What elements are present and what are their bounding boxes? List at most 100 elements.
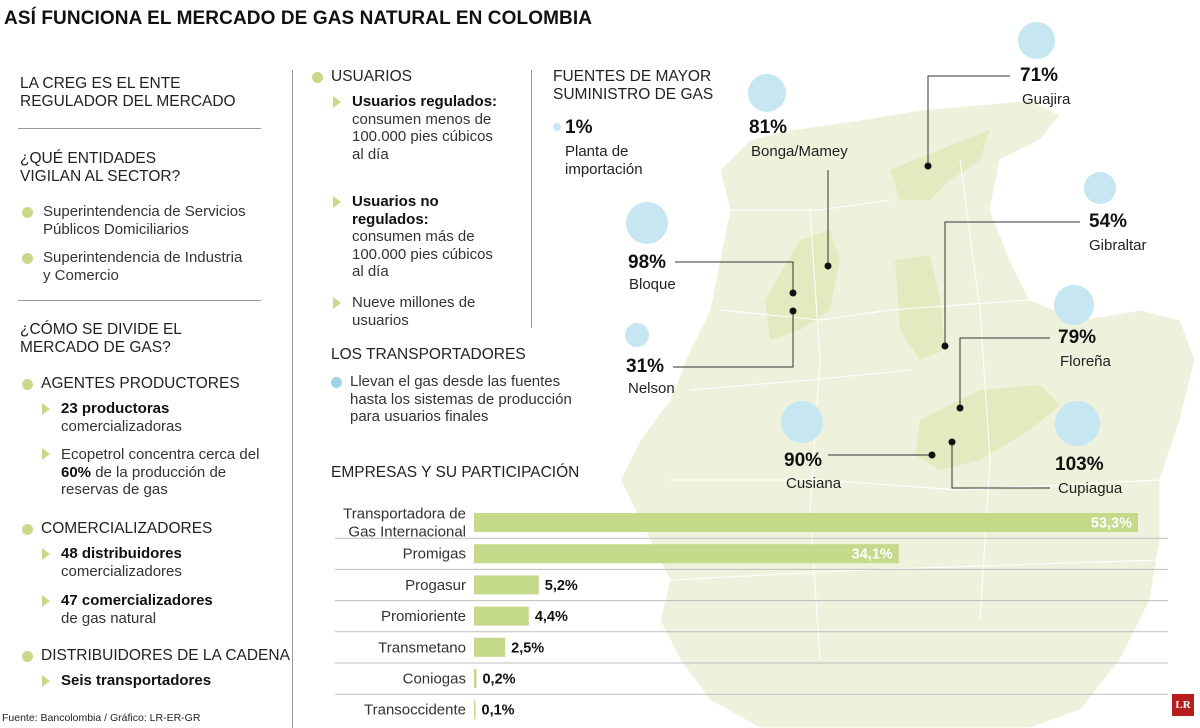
source-point (824, 262, 832, 270)
arrow-bullet-icon (42, 448, 50, 460)
divide-heading: ¿CÓMO SE DIVIDE EL MERCADO DE GAS? (20, 321, 182, 356)
source-name: Bonga/Mamey (751, 143, 848, 160)
source-bubble (553, 123, 561, 131)
source-bubble (748, 74, 786, 112)
source-name: Cusiana (786, 475, 842, 492)
bar (474, 637, 506, 657)
arrow-bullet-icon (333, 297, 341, 309)
comerc-item-1: 48 distribuidores comercializadores (61, 545, 261, 580)
bar (474, 513, 1138, 532)
usuarios-regulados-rest: consumen menos de 100.000 pies cúbicos a… (352, 110, 493, 163)
bar (474, 700, 476, 720)
category-label: Promioriente (381, 608, 466, 625)
source-bubble (1054, 285, 1094, 325)
source-name: Planta de importación (565, 143, 643, 178)
lr-logo: LR (1172, 694, 1194, 716)
value-label: 34,1% (852, 547, 893, 563)
value-label: 53,3% (1091, 516, 1132, 532)
distrib-heading: DISTRIBUIDORES DE LA CADENA (41, 647, 290, 664)
source-bubble (625, 323, 649, 347)
source-pct: 81% (749, 117, 788, 138)
bar (474, 606, 529, 626)
source-point (956, 404, 964, 412)
arrow-bullet-icon (333, 196, 341, 208)
category-label: Transmetano (378, 639, 466, 656)
comerc-heading: COMERCIALIZADORES (41, 520, 213, 537)
column-divider (531, 70, 532, 328)
bullet-dot (22, 207, 33, 218)
value-label: 2,5% (511, 640, 544, 656)
distrib-item-1: Seis transportadores (61, 672, 212, 689)
arrow-bullet-icon (333, 96, 341, 108)
arrow-bullet-icon (42, 675, 50, 687)
source-point (924, 162, 932, 170)
chart-title: EMPRESAS Y SU PARTICIPACIÓN (331, 464, 580, 481)
comerc-item-1-bold: 48 distribuidores (61, 545, 182, 562)
bullet-dot (312, 72, 323, 83)
source-name: Nelson (628, 380, 675, 397)
usuarios-no-regulados: Usuarios no regulados: consumen más de 10… (352, 193, 502, 281)
category-label: Transportadora de Gas Internacional (343, 506, 466, 541)
usuarios-heading: USUARIOS (331, 68, 412, 85)
source-bubble (1055, 401, 1100, 446)
source-point (948, 438, 956, 446)
category-label: Transoccidente (364, 702, 466, 719)
usuarios-regulados-bold: Usuarios regulados: (352, 93, 498, 110)
bar (474, 575, 539, 595)
source-bubble (1018, 22, 1055, 59)
category-label: Promigas (403, 546, 466, 563)
comerc-item-2-rest: de gas natural (61, 609, 157, 627)
transportadores-heading: LOS TRANSPORTADORES (331, 346, 526, 363)
bullet-dot (22, 253, 33, 264)
source-pct: 54% (1089, 211, 1128, 232)
source-bubble (626, 202, 668, 244)
source-bubble (781, 401, 823, 443)
value-label: 0,1% (482, 703, 515, 719)
nueve-millones: Nueve millones de usuarios (352, 294, 476, 329)
comerc-item-2: 47 comercializadores de gas natural (61, 592, 271, 627)
map-outline (619, 99, 1196, 728)
source-pct: 31% (626, 356, 665, 377)
value-label: 5,2% (545, 578, 578, 594)
source-pct: 98% (628, 252, 667, 273)
source-name: Bloque (629, 276, 676, 293)
value-label: 0,2% (482, 672, 515, 688)
transportadores-text: Llevan el gas desde las fuentes hasta lo… (350, 373, 572, 425)
source-bubble (1084, 172, 1116, 204)
bullet-dot (22, 379, 33, 390)
value-label: 4,4% (535, 609, 568, 625)
source-pct: 71% (1020, 65, 1059, 86)
fuentes-heading: FUENTES DE MAYOR SUMINISTRO DE GAS (553, 68, 714, 103)
source-pct: 90% (784, 450, 823, 471)
bullet-dot (22, 524, 33, 535)
bar-chart: Transportadora de Gas Internacional 53,3% P… (335, 506, 1168, 720)
source-point (789, 307, 797, 315)
vigilan-item: Superintendencia de Industria y Comercio (43, 249, 243, 284)
source-point (928, 451, 936, 459)
agentes-item-1-rest: comercializadoras (61, 417, 182, 435)
category-label: Progasur (405, 577, 466, 594)
bar (474, 544, 899, 564)
source-point (789, 289, 797, 297)
vigilan-item: Superintendencia de Servicios Públicos D… (43, 203, 246, 238)
source-pct: 103% (1055, 454, 1104, 475)
colombia-map (619, 99, 1196, 728)
map-region-bloque (765, 230, 840, 340)
page-title: ASÍ FUNCIONA EL MERCADO DE GAS NATURAL E… (4, 8, 593, 29)
source-name: Gibraltar (1089, 237, 1147, 254)
source-name: Floreña (1060, 353, 1111, 370)
map-region-guajira (890, 130, 990, 200)
creg-heading: LA CREG ES EL ENTE REGULADOR DEL MERCADO (20, 75, 236, 110)
comerc-item-2-bold: 47 comercializadores (61, 592, 213, 609)
usuarios-no-regulados-bold: Usuarios no regulados: (352, 193, 439, 228)
arrow-bullet-icon (42, 548, 50, 560)
comerc-item-1-rest: comercializadores (61, 562, 182, 580)
source-footer: Fuente: Bancolombia / Gráfico: LR-ER-GR (2, 712, 201, 724)
arrow-bullet-icon (42, 595, 50, 607)
agentes-item-1: 23 productoras comercializadoras (61, 400, 261, 435)
divider (18, 300, 261, 301)
source-pct: 1% (565, 117, 593, 138)
usuarios-no-regulados-rest: consumen más de 100.000 pies cúbicos al … (352, 228, 493, 280)
category-label: Coniogas (403, 671, 466, 688)
source-name: Cupiagua (1058, 480, 1123, 497)
